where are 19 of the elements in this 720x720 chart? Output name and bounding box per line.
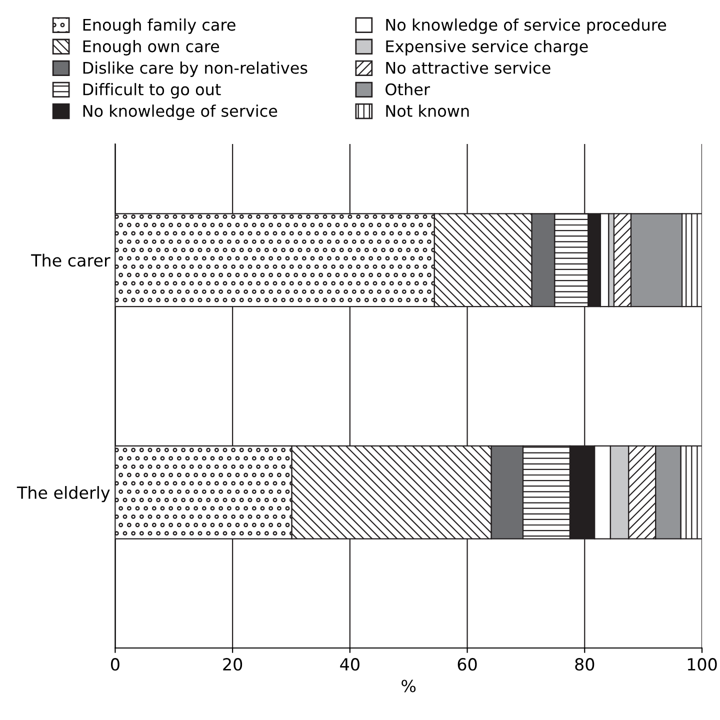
- y-tick-label: The elderly: [16, 486, 110, 502]
- legend-label: Difficult to go out: [83, 83, 221, 99]
- x-tick-label: 60: [458, 658, 477, 671]
- x-tick-label: 40: [340, 658, 360, 671]
- x-tick-label: 80: [575, 658, 594, 671]
- legend-label: Other: [386, 83, 430, 96]
- legend-label: Expensive service charge: [386, 40, 588, 56]
- legend-label: No knowledge of service: [83, 104, 278, 120]
- y-tick-label: The carer: [31, 254, 110, 267]
- x-tick-label: 0: [110, 658, 120, 671]
- x-axis-title: %: [402, 680, 416, 692]
- x-tick-label: 20: [223, 658, 242, 671]
- legend-label: Enough own care: [83, 40, 220, 56]
- legend-label: Dislike care by non-relatives: [83, 62, 308, 77]
- x-tick-label: 100: [688, 658, 717, 671]
- legend-label: Enough family care: [83, 18, 236, 34]
- legend-label: No knowledge of service procedure: [386, 18, 666, 34]
- legend-label: Not known: [386, 104, 469, 117]
- legend-label: No attractive service: [386, 62, 550, 74]
